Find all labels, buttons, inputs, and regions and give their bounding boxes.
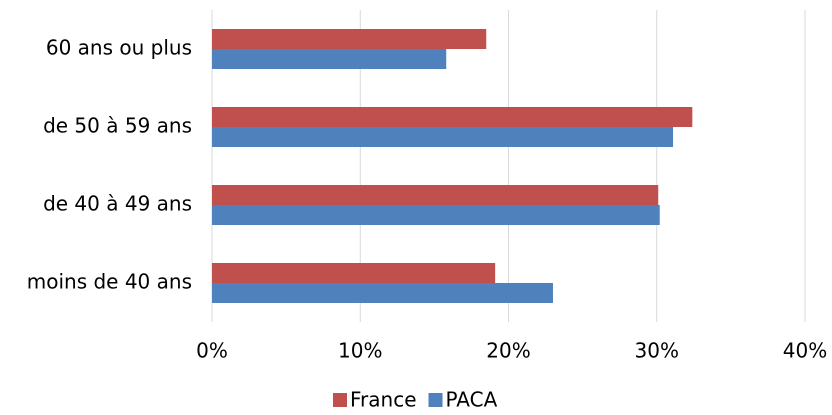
bar xyxy=(212,49,447,69)
bar xyxy=(212,283,553,303)
bar xyxy=(212,263,496,283)
x-tick-label: 10% xyxy=(338,339,382,363)
y-tick-label: 60 ans ou plus xyxy=(46,36,192,60)
bar xyxy=(212,107,693,127)
y-tick-label: moins de 40 ans xyxy=(27,270,192,294)
legend-label: France xyxy=(350,388,417,412)
legend-label: PACA xyxy=(446,388,498,412)
bar xyxy=(212,29,487,49)
x-tick-label: 20% xyxy=(486,339,530,363)
legend-swatch xyxy=(428,393,443,407)
bar xyxy=(212,185,659,205)
y-tick-label: de 40 à 49 ans xyxy=(43,192,192,216)
y-tick-label: de 50 à 59 ans xyxy=(43,114,192,138)
bar xyxy=(212,127,674,147)
x-tick-label: 0% xyxy=(196,339,228,363)
bar xyxy=(212,205,660,225)
legend-swatch xyxy=(333,393,347,407)
x-tick-label: 40% xyxy=(783,339,827,363)
x-tick-label: 30% xyxy=(635,339,679,363)
